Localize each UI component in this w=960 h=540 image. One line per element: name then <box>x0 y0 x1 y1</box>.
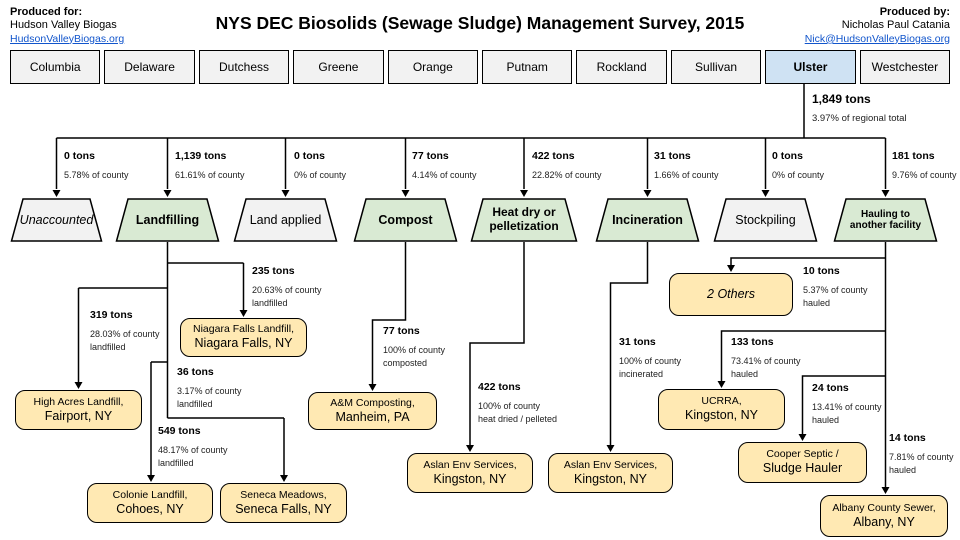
produced-for-link[interactable]: HudsonValleyBiogas.org <box>10 32 125 45</box>
county-tab-putnam[interactable]: Putnam <box>482 50 573 84</box>
produced-by-name: Nicholas Paul Catania <box>841 19 950 32</box>
facility-box-high-acres-landfill: High Acres Landfill, Fairport, NY <box>15 390 142 430</box>
produced-by-block: Produced by: Nicholas Paul Catania Nick@… <box>805 6 950 46</box>
county-tab-greene[interactable]: Greene <box>293 50 384 84</box>
county-tab-rockland[interactable]: Rockland <box>576 50 667 84</box>
flow-label-compost: 77 tons 4.14% of county <box>412 150 477 180</box>
branch-node-incineration: Incineration <box>595 198 700 242</box>
facility-box-colonie-landfill: Colonie Landfill, Cohoes, NY <box>87 483 213 523</box>
flow-label-colonie: 549 tons 48.17% of county landfilled <box>158 425 228 468</box>
flow-label-stockpiling: 0 tons 0% of county <box>772 150 825 180</box>
flow-label-unaccounted: 0 tons 5.78% of county <box>64 150 129 180</box>
facility-box-am-composting: A&M Composting, Manheim, PA <box>308 392 437 430</box>
county-total-label: 1,849 tons 3.97% of regional total <box>812 92 942 126</box>
county-tab-dutchess[interactable]: Dutchess <box>198 50 290 84</box>
branch-node-heat-dry: Heat dry or pelletization <box>470 198 578 242</box>
facility-box-aslan-env-services-incineration: Aslan Env Services, Kingston, NY <box>548 453 673 493</box>
flow-label-land-applied: 0 tons 0% of county <box>294 150 347 180</box>
county-tab-delaware[interactable]: Delaware <box>104 50 195 84</box>
facility-box-two-others: 2 Others <box>669 273 793 316</box>
county-tab-orange[interactable]: Orange <box>387 50 479 84</box>
flow-label-niagara: 235 tons 20.63% of county landfilled <box>252 265 322 308</box>
flow-label-aslan-incineration: 31 tons 100% of county incinerated <box>619 336 682 379</box>
facility-box-niagara-falls-landfill: Niagara Falls Landfill, Niagara Falls, NY <box>180 318 307 357</box>
flow-label-high-acres: 319 tons 28.03% of county landfilled <box>90 309 160 352</box>
branch-node-hauling: Hauling to another facility <box>833 198 938 242</box>
flow-label-haul-cooper: 24 tons 13.41% of county hauled <box>812 382 882 425</box>
facility-box-ucrra: UCRRA, Kingston, NY <box>658 389 785 430</box>
county-tab-columbia[interactable]: Columbia <box>10 50 101 84</box>
facility-box-aslan-env-services-heat: Aslan Env Services, Kingston, NY <box>407 453 533 493</box>
produced-by-label: Produced by: <box>879 6 950 18</box>
branch-node-compost: Compost <box>353 198 458 242</box>
branch-node-landfilling: Landfilling <box>115 198 220 242</box>
county-tab-sullivan[interactable]: Sullivan <box>670 50 762 84</box>
flow-label-am-composting: 77 tons 100% of county composted <box>383 325 446 368</box>
produced-by-link[interactable]: Nick@HudsonValleyBiogas.org <box>804 32 950 45</box>
branch-node-unaccounted: Unaccounted <box>10 198 103 242</box>
flow-label-haul-albany: 14 tons 7.81% of county hauled <box>889 432 954 475</box>
branch-node-land-applied: Land applied <box>233 198 338 242</box>
flow-label-aslan-heat: 422 tons 100% of county heat dried / pell… <box>478 381 558 424</box>
flow-label-heat-dry: 422 tons 22.82% of county <box>532 150 602 180</box>
produced-for-label: Produced for: <box>10 6 83 18</box>
facility-box-cooper-septic: Cooper Septic / Sludge Hauler <box>738 442 867 483</box>
total-tons: 1,849 tons <box>812 92 871 106</box>
flow-label-haul-others: 10 tons 5.37% of county hauled <box>803 265 868 308</box>
flow-label-incineration: 31 tons 1.66% of county <box>654 150 719 180</box>
flow-label-landfilling: 1,139 tons 61.61% of county <box>175 150 245 180</box>
county-tab-ulster-selected[interactable]: Ulster <box>765 50 856 84</box>
flow-label-hauling: 181 tons 9.76% of county <box>892 150 957 180</box>
produced-for-name: Hudson Valley Biogas <box>10 19 117 32</box>
county-tab-row: Columbia Delaware Dutchess Greene Orange… <box>10 50 951 84</box>
page-title: NYS DEC Biosolids (Sewage Sludge) Manage… <box>215 13 745 33</box>
county-tab-westchester[interactable]: Westchester <box>859 50 951 84</box>
facility-box-seneca-meadows: Seneca Meadows, Seneca Falls, NY <box>220 483 347 523</box>
total-share: 3.97% of regional total <box>812 113 907 125</box>
branch-node-stockpiling: Stockpiling <box>713 198 818 242</box>
facility-box-albany-county-sewer: Albany County Sewer, Albany, NY <box>820 495 948 537</box>
produced-for-block: Produced for: Hudson Valley Biogas Hudso… <box>10 6 124 46</box>
flow-label-seneca: 36 tons 3.17% of county landfilled <box>177 366 242 409</box>
flow-label-haul-ucrra: 133 tons 73.41% of county hauled <box>731 336 801 379</box>
